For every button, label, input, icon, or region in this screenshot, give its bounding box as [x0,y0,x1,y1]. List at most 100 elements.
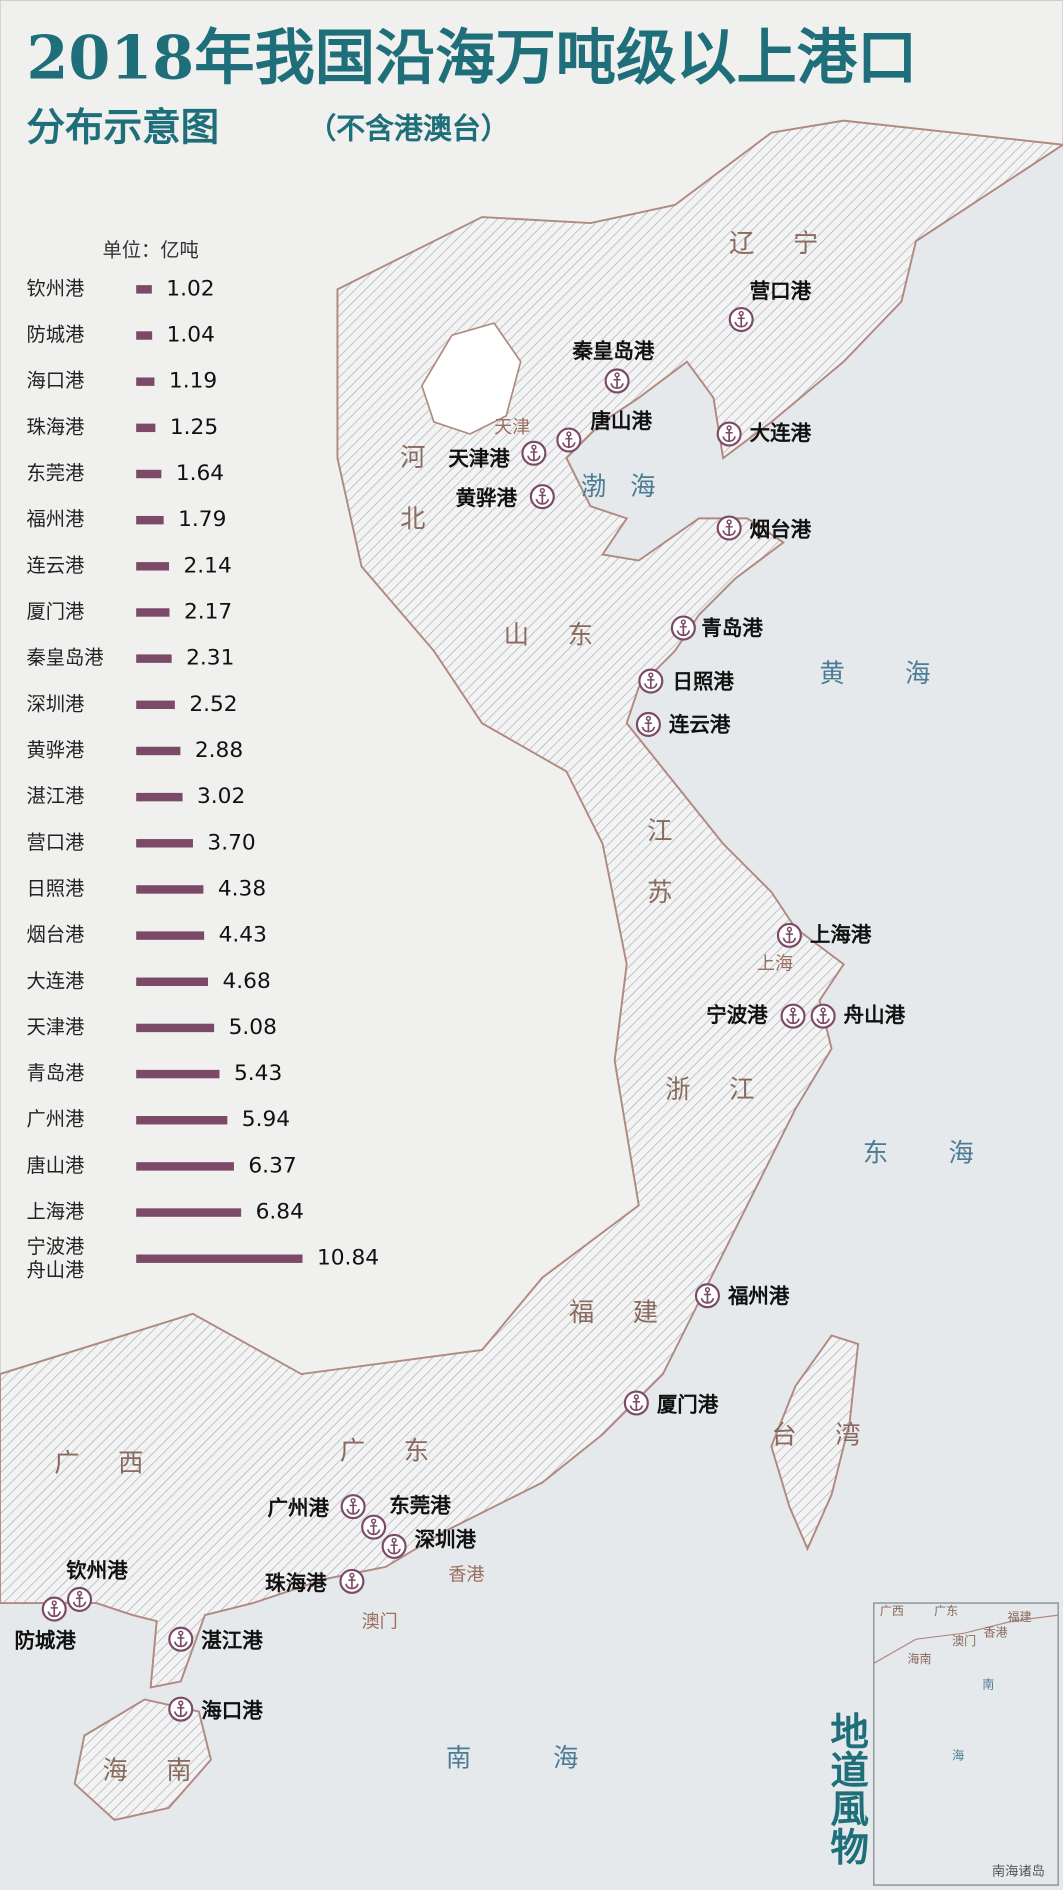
port-icon [810,1003,836,1029]
port-label: 湛江港 [201,1629,263,1653]
bar [136,931,205,940]
port-icon [556,427,582,453]
category-label: 厦门港 [27,600,85,623]
port-label: 营口港 [750,279,812,303]
sea-label: 渤海 [581,472,680,501]
value-label: 1.02 [166,276,214,301]
value-label: 2.17 [184,599,232,624]
category-label: 黄骅港 [27,738,85,761]
province-label: 江苏 [644,817,673,940]
value-label: 1.64 [176,461,224,486]
port-label: 大连港 [750,421,812,445]
value-label: 4.38 [218,876,266,901]
subtitle-note: （不含港澳台） [307,111,509,145]
port-label: 唐山港 [591,409,653,433]
province-label: 福建 [569,1298,697,1327]
city-label: 天津 [494,417,530,438]
port-label: 深圳港 [415,1527,477,1551]
port-icon [776,922,802,948]
inset-label: 福建 [1008,1609,1032,1624]
port-icon [716,421,742,447]
category-label: 连云港 [27,554,85,577]
inset-frame [873,1602,1059,1886]
port-icon [638,668,664,694]
value-label: 3.02 [197,784,245,809]
value-label: 4.43 [219,923,267,948]
value-label: 1.25 [170,415,218,440]
port-icon [361,1514,387,1540]
bar [136,1069,220,1079]
bar [136,792,183,802]
sea-label: 黄海 [820,659,991,688]
port-icon [635,711,661,737]
port-icon [168,1696,194,1722]
inset-coast [873,1614,1059,1664]
port-icon [41,1596,67,1622]
category-label: 青岛港 [27,1062,85,1085]
beijing [420,322,522,435]
unit-label: 单位：亿吨 [102,238,198,261]
bar [136,469,162,479]
port-icon [340,1494,366,1520]
category-label: 珠海港 [27,415,85,438]
category-label: 防城港 [27,323,85,346]
category-label: 烟台港 [27,923,85,946]
taiwan [770,1334,860,1552]
bar [136,423,156,433]
port-label: 东莞港 [389,1494,451,1518]
port-icon [529,484,555,510]
subtitle: 分布示意图 [27,105,220,150]
value-label: 1.79 [178,507,226,532]
port-label: 珠海港 [265,1571,327,1595]
bar [136,562,170,571]
port-icon [168,1626,194,1652]
value-label: 2.31 [186,646,234,671]
port-icon [521,440,547,466]
category-label: 海口港 [27,369,85,392]
sea-label: 东海 [863,1139,1034,1168]
value-label: 2.88 [195,738,243,763]
sea-label: 南海 [446,1744,661,1773]
province-label: 台湾 [771,1421,899,1450]
value-label: 1.04 [167,323,215,348]
port-label: 海口港 [201,1699,263,1723]
port-label: 日照港 [673,669,735,693]
province-label: 山东 [504,620,632,649]
inset-title: 南海诸岛 [992,1863,1045,1879]
province-label: 广西 [54,1448,182,1477]
port-icon [623,1390,649,1416]
bar [136,1116,228,1125]
inset-label: 海 [952,1748,964,1763]
bar [136,885,204,894]
category-label: 福州港 [27,508,85,531]
bar [136,1162,234,1171]
province-label: 河北 [397,444,426,567]
hainan [73,1698,212,1822]
category-label: 广州港 [27,1108,85,1131]
category-label: 大连港 [27,969,85,992]
port-icon [604,368,630,394]
category-label: 宁波港舟山港 [27,1235,85,1281]
bar [136,1023,215,1033]
inset-label: 香港 [983,1626,1007,1640]
port-icon [780,1003,806,1029]
inset-label: 广东 [934,1604,958,1618]
port-label: 黄骅港 [456,486,518,510]
port-icon [716,515,742,541]
bar [136,977,208,986]
category-label: 深圳港 [27,692,85,715]
port-label: 防城港 [14,1629,76,1653]
category-label: 东莞港 [27,462,85,485]
city-label: 上海 [757,953,793,974]
bar [136,746,181,756]
inset-label: 广西 [880,1604,904,1618]
value-label: 5.43 [234,1061,282,1086]
port-icon [339,1568,365,1594]
category-label: 日照港 [27,877,85,900]
bar [136,515,164,525]
watermark: 地道風物 [824,1711,869,1866]
port-label: 秦皇岛港 [571,339,654,363]
value-label: 5.08 [229,1015,277,1040]
inset-label: 澳门 [952,1633,976,1648]
